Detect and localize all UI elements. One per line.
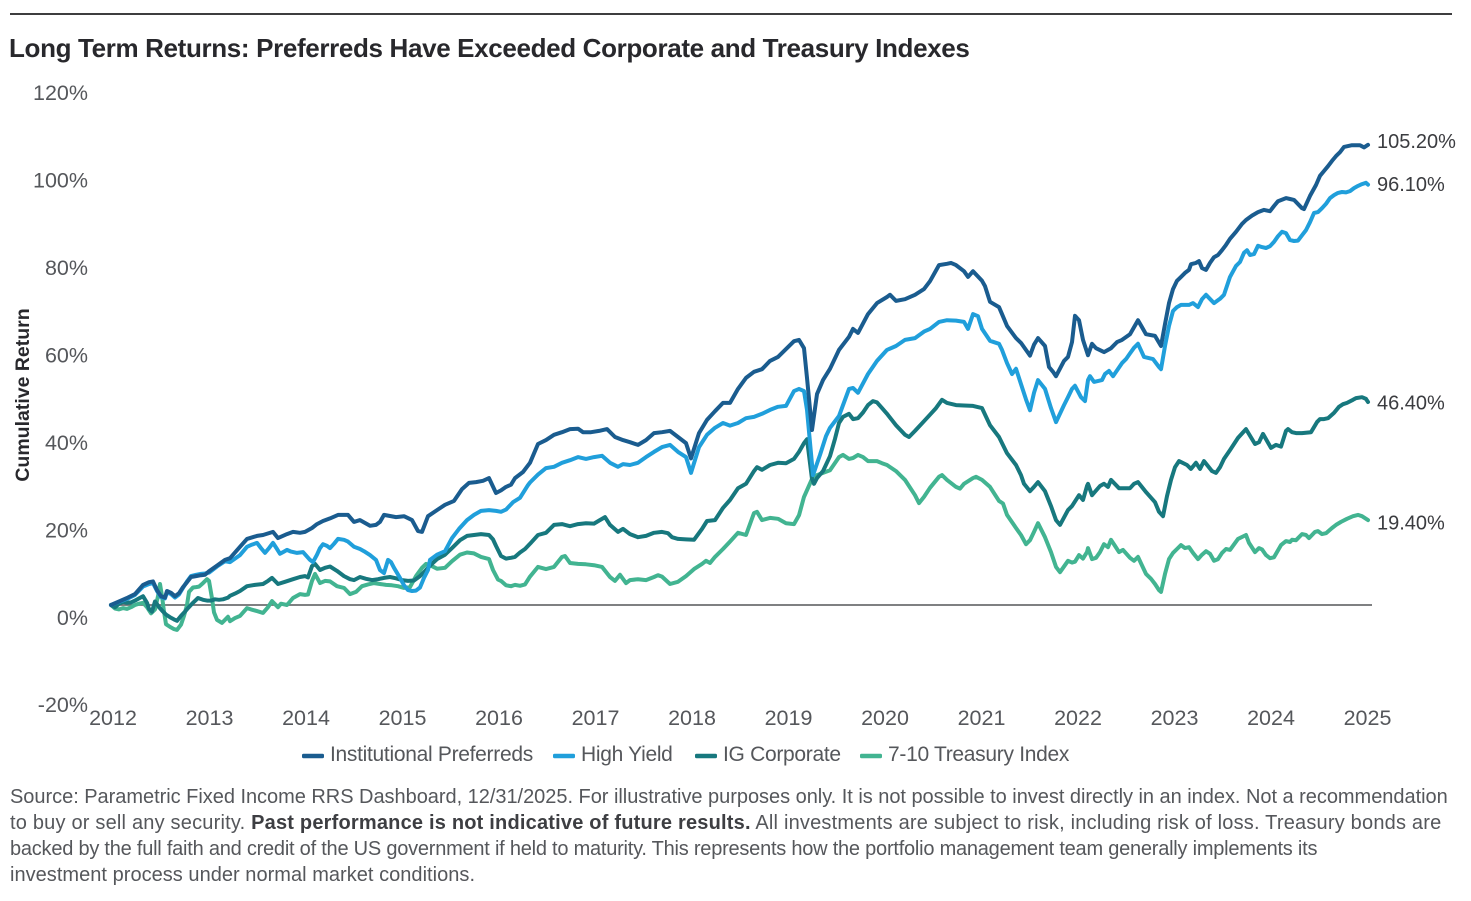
svg-text:60%: 60%: [45, 343, 88, 367]
svg-text:IG Corporate: IG Corporate: [723, 743, 841, 766]
svg-text:0%: 0%: [57, 606, 88, 630]
svg-text:46.40%: 46.40%: [1377, 393, 1445, 415]
svg-text:80%: 80%: [45, 256, 88, 280]
svg-text:-20%: -20%: [38, 693, 88, 717]
svg-text:2024: 2024: [1247, 706, 1295, 730]
svg-text:2022: 2022: [1054, 706, 1102, 730]
svg-text:2020: 2020: [861, 706, 909, 730]
svg-text:2021: 2021: [958, 706, 1006, 730]
svg-text:100%: 100%: [33, 168, 88, 192]
svg-text:7-10 Treasury Index: 7-10 Treasury Index: [888, 743, 1070, 766]
svg-text:2018: 2018: [668, 706, 716, 730]
svg-text:96.10%: 96.10%: [1377, 174, 1445, 196]
svg-text:105.20%: 105.20%: [1377, 131, 1456, 153]
svg-text:Cumulative Return: Cumulative Return: [12, 308, 34, 481]
svg-text:2016: 2016: [475, 706, 523, 730]
svg-text:2012: 2012: [89, 706, 137, 730]
svg-text:High Yield: High Yield: [581, 743, 673, 766]
svg-text:Institutional Preferreds: Institutional Preferreds: [330, 743, 533, 766]
svg-text:120%: 120%: [33, 81, 88, 105]
svg-text:19.40%: 19.40%: [1377, 513, 1445, 535]
svg-text:2019: 2019: [765, 706, 813, 730]
svg-text:2015: 2015: [379, 706, 427, 730]
svg-text:2023: 2023: [1151, 706, 1199, 730]
svg-text:2017: 2017: [572, 706, 620, 730]
svg-text:2025: 2025: [1344, 706, 1392, 730]
svg-text:40%: 40%: [45, 431, 88, 455]
svg-text:2014: 2014: [282, 706, 330, 730]
svg-text:20%: 20%: [45, 518, 88, 542]
svg-text:2013: 2013: [186, 706, 234, 730]
